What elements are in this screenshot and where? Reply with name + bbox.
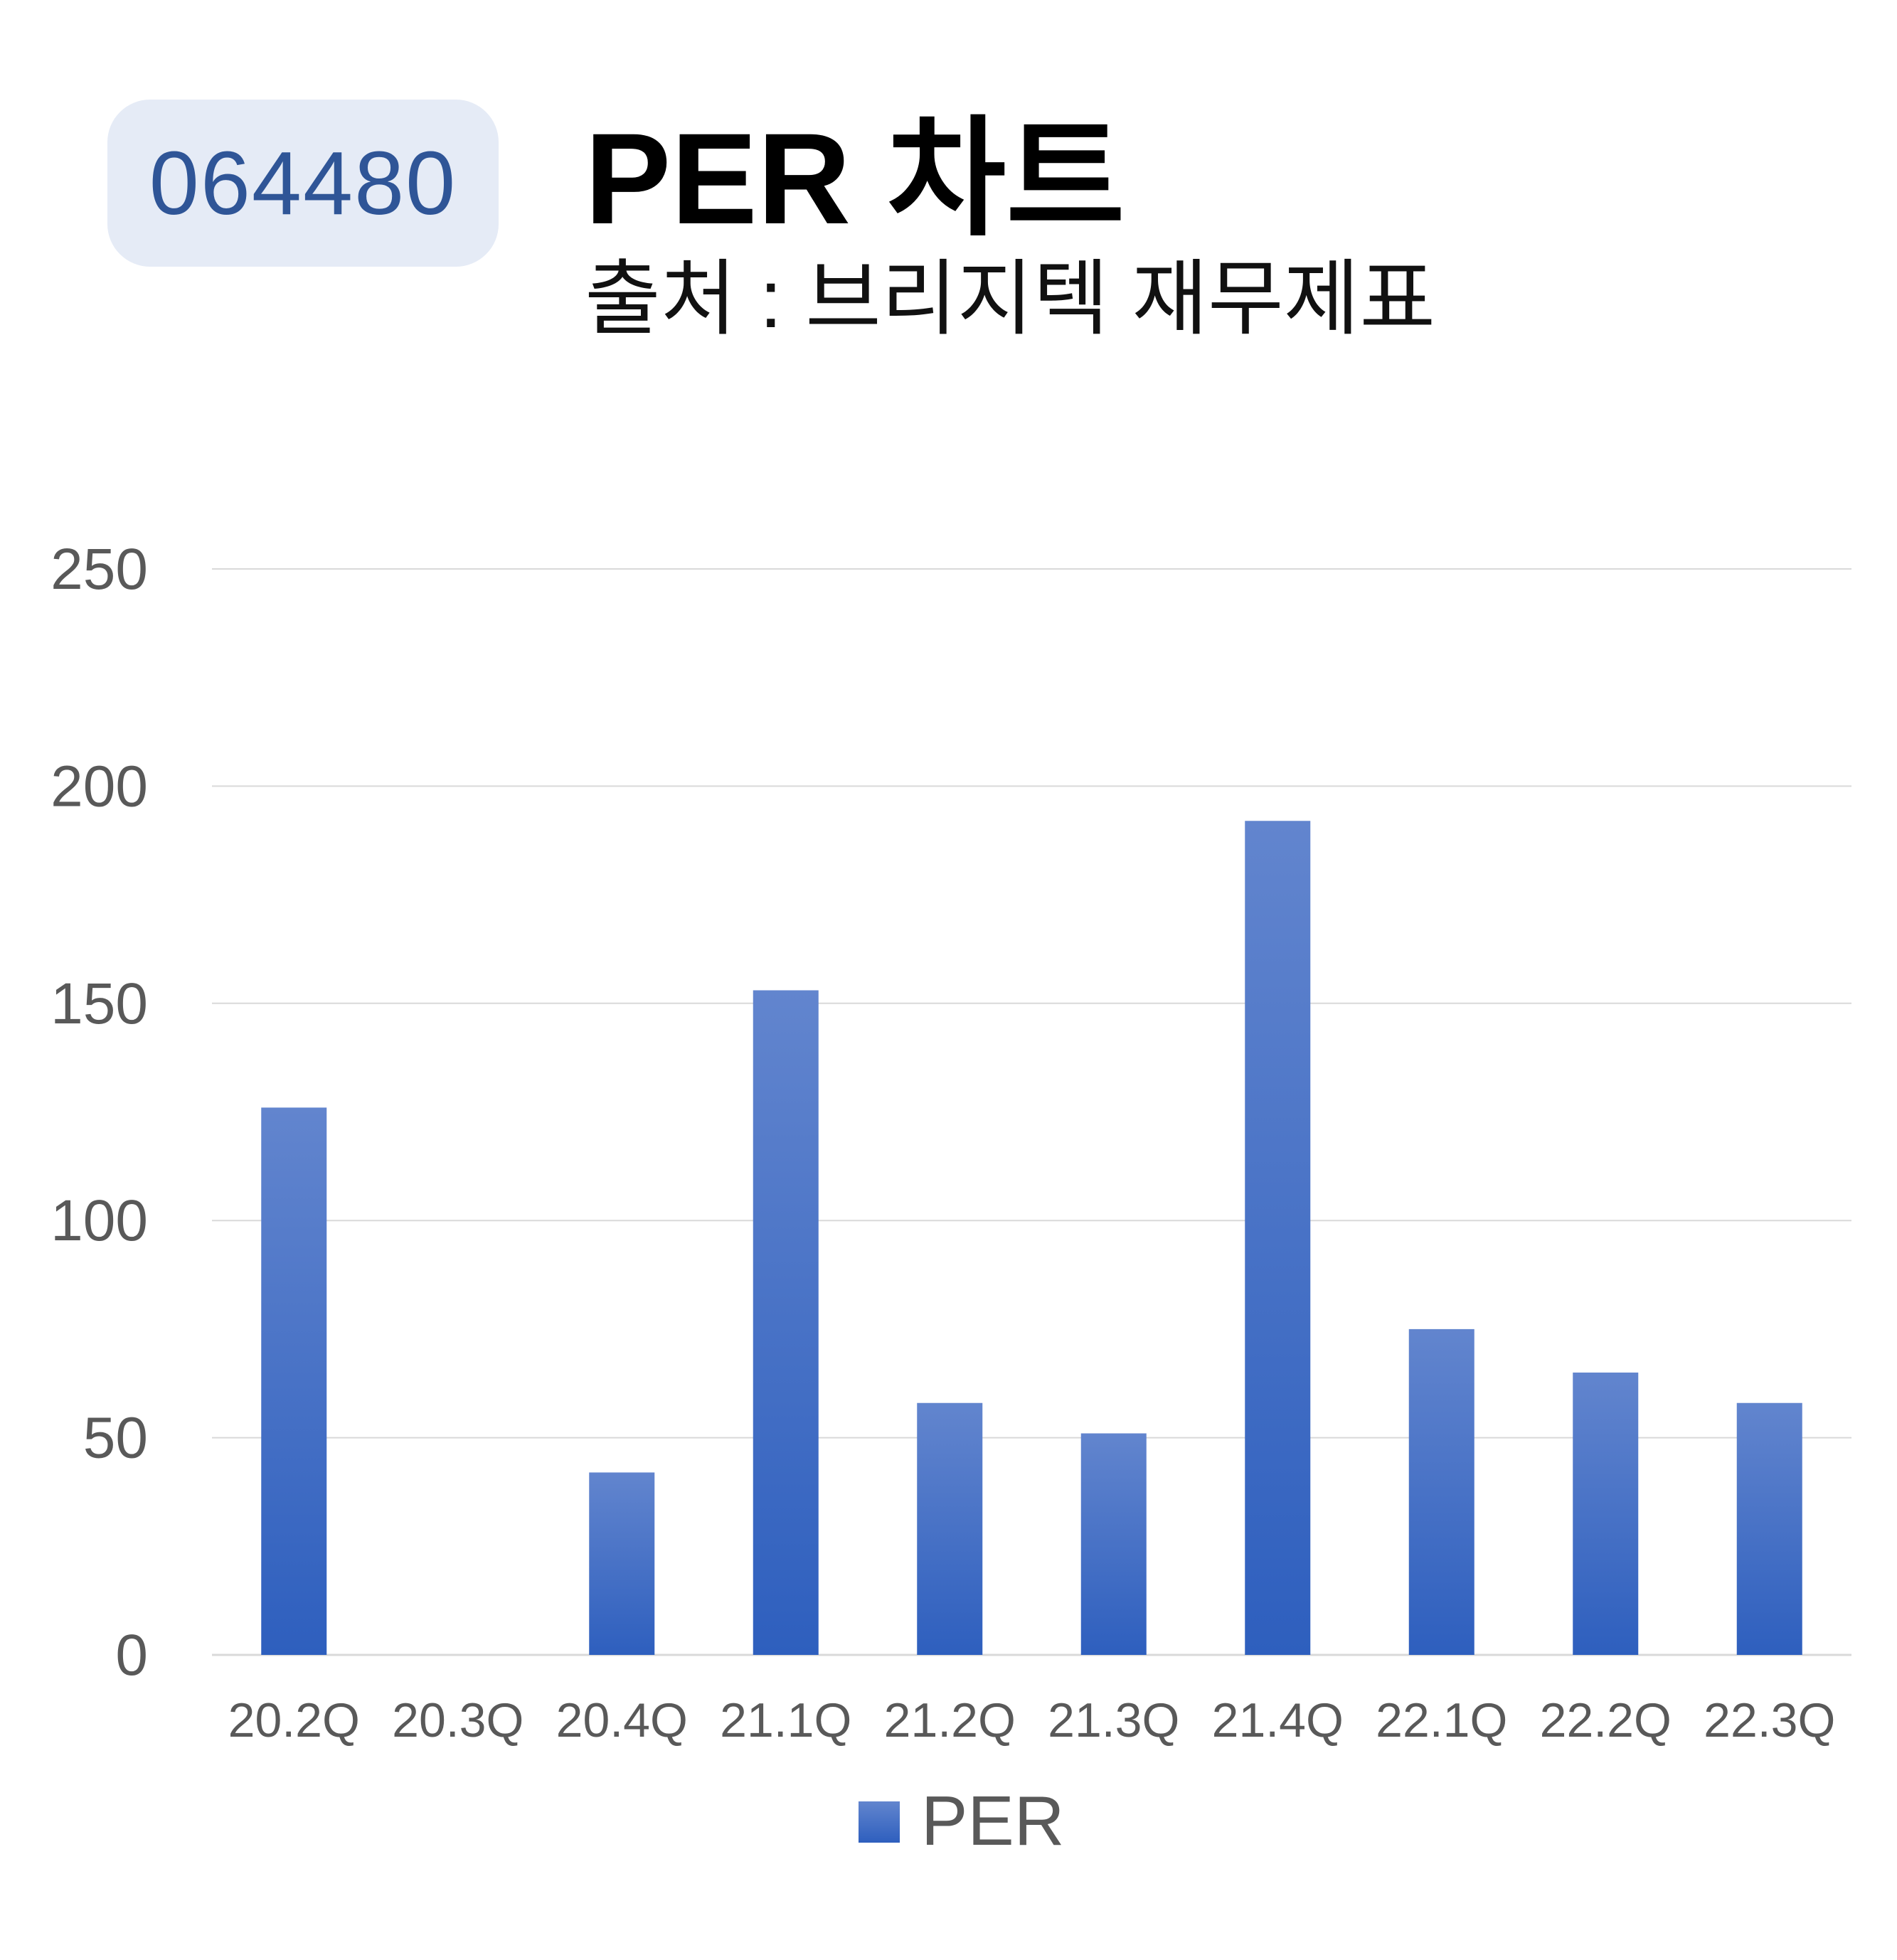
x-axis-ticks: 20.2Q 20.3Q 20.4Q 21.1Q 21.2Q 21.3Q 21.4Q 22.1Q… — [228, 1693, 1836, 1747]
bar-22.1Q — [1408, 1328, 1474, 1655]
legend: PER — [859, 1781, 1065, 1860]
bar-20.2Q — [261, 1107, 327, 1655]
legend-label-per: PER — [921, 1781, 1065, 1860]
x-tick-label: 20.2Q — [228, 1693, 360, 1747]
y-axis-ticks: 0 50 100 150 200 250 — [51, 537, 148, 1688]
bars — [261, 821, 1802, 1655]
y-tick-label: 0 — [115, 1623, 148, 1688]
y-tick-label: 100 — [51, 1188, 148, 1253]
y-tick-label: 250 — [51, 537, 148, 602]
x-tick-label: 21.2Q — [884, 1693, 1016, 1747]
bar-21.2Q — [917, 1402, 983, 1655]
bar-22.2Q — [1573, 1372, 1639, 1655]
x-tick-label: 20.4Q — [556, 1693, 688, 1747]
bar-20.4Q — [589, 1472, 655, 1655]
bar-21.1Q — [753, 990, 819, 1655]
x-tick-label: 22.2Q — [1540, 1693, 1672, 1747]
x-tick-label: 21.3Q — [1048, 1693, 1179, 1747]
chart-title: PER 차트 — [585, 106, 1125, 251]
chart-subtitle: 출처 : 브리지텍 재무제표 — [585, 252, 1436, 345]
y-tick-label: 150 — [51, 971, 148, 1036]
x-tick-label: 21.4Q — [1212, 1693, 1344, 1747]
bar-22.3Q — [1736, 1402, 1802, 1655]
bar-21.3Q — [1080, 1433, 1147, 1655]
y-tick-label: 200 — [51, 754, 148, 819]
x-tick-label: 22.3Q — [1704, 1693, 1835, 1747]
bar-21.4Q — [1245, 821, 1311, 1655]
x-tick-label: 22.1Q — [1376, 1693, 1507, 1747]
x-tick-label: 21.1Q — [720, 1693, 851, 1747]
legend-swatch — [859, 1801, 900, 1843]
x-tick-label: 20.3Q — [392, 1693, 524, 1747]
stock-code-badge: 064480 — [107, 100, 499, 267]
y-tick-label: 50 — [83, 1406, 148, 1471]
